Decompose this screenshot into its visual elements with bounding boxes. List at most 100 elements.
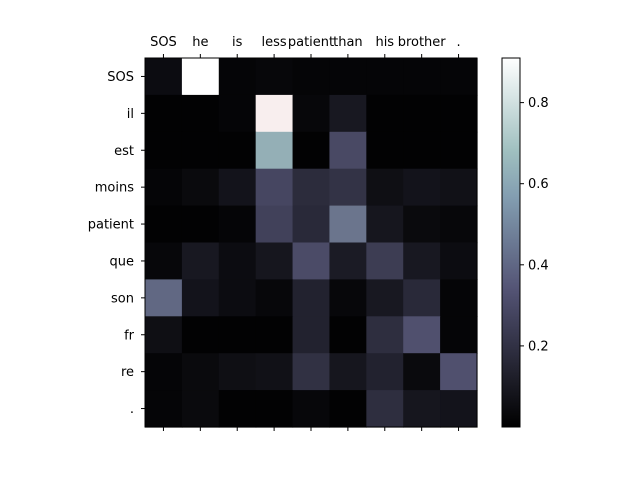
y-axis: SOS il est moins patient que son fr re. xyxy=(88,70,145,417)
heatmap-cell xyxy=(403,316,441,354)
y-tick-label: patient xyxy=(88,218,134,233)
heatmap-cell xyxy=(255,168,294,207)
heatmap-cell xyxy=(292,205,331,244)
heatmap-cell xyxy=(292,168,331,207)
heatmap-cell xyxy=(218,94,257,133)
heatmap-cell xyxy=(218,168,257,207)
heatmap-cell xyxy=(329,242,367,280)
heatmap-cell xyxy=(440,94,478,133)
heatmap-cell xyxy=(145,353,183,391)
heatmap-cell xyxy=(403,353,441,391)
x-tick-label: is xyxy=(232,35,243,50)
heatmap-cell xyxy=(218,390,257,428)
heatmap-cell xyxy=(403,168,441,207)
heatmap-cell xyxy=(292,316,331,354)
heatmap-cell xyxy=(292,58,331,96)
heatmap-cells xyxy=(145,58,478,428)
heatmap-cell xyxy=(292,94,331,133)
heatmap-cell xyxy=(329,131,367,170)
heatmap-cell xyxy=(403,279,441,317)
heatmap-cell xyxy=(255,242,294,280)
heatmap-cell xyxy=(218,58,257,96)
heatmap-cell xyxy=(181,94,220,133)
heatmap-cell xyxy=(366,316,404,354)
x-tick-label: less xyxy=(262,35,287,50)
y-tick-label: . xyxy=(130,402,134,417)
heatmap-cell xyxy=(329,205,367,244)
heatmap-cell xyxy=(292,353,331,391)
x-tick-label: . xyxy=(456,35,460,50)
heatmap-cell xyxy=(255,205,294,244)
heatmap-cell xyxy=(255,390,294,428)
heatmap-cell xyxy=(181,279,220,317)
y-tick-label: son xyxy=(111,291,134,306)
heatmap-cell xyxy=(292,390,331,428)
y-tick-label: est xyxy=(114,144,134,159)
x-tick-label: he xyxy=(192,35,208,50)
heatmap-cell xyxy=(440,205,478,244)
heatmap-cell xyxy=(145,131,183,170)
heatmap-cell xyxy=(145,94,183,133)
heatmap-cell xyxy=(255,94,294,133)
heatmap-cell xyxy=(218,316,257,354)
heatmap-cell xyxy=(440,279,478,317)
heatmap-cell xyxy=(366,390,404,428)
x-tick-label: patient xyxy=(288,35,334,50)
heatmap-cell xyxy=(145,390,183,428)
heatmap-cell xyxy=(366,58,404,96)
heatmap-cell xyxy=(181,131,220,170)
y-tick-label: il xyxy=(127,107,134,122)
heatmap-cell xyxy=(366,353,404,391)
heatmap-cell xyxy=(181,242,220,280)
heatmap-cell xyxy=(329,353,367,391)
y-tick-label: que xyxy=(110,254,135,269)
y-tick-label: SOS xyxy=(107,70,134,85)
heatmap-cell xyxy=(218,205,257,244)
heatmap-cell xyxy=(218,353,257,391)
heatmap-cell xyxy=(255,58,294,96)
heatmap-cell xyxy=(329,94,367,133)
heatmap-cell xyxy=(403,131,441,170)
heatmap-cell xyxy=(329,279,367,317)
colorbar xyxy=(501,57,521,428)
heatmap-cell xyxy=(403,58,441,96)
heatmap-cell xyxy=(292,279,331,317)
heatmap-cell xyxy=(329,168,367,207)
heatmap-cell xyxy=(366,168,404,207)
x-tick-label: brother xyxy=(398,35,447,50)
colorbar-tick-label: 0.8 xyxy=(528,96,549,111)
heatmap-cell xyxy=(218,242,257,280)
heatmap-cell xyxy=(255,131,294,170)
heatmap-cell xyxy=(366,205,404,244)
heatmap-cell xyxy=(181,58,220,96)
heatmap-cell xyxy=(440,168,478,207)
heatmap-cell xyxy=(255,316,294,354)
heatmap-cell xyxy=(329,316,367,354)
heatmap-cell xyxy=(181,353,220,391)
y-tick-label: moins xyxy=(95,181,134,196)
x-tick-label: than xyxy=(333,35,363,50)
heatmap-cell xyxy=(292,131,331,170)
heatmap-cell xyxy=(145,168,183,207)
heatmap-cell xyxy=(403,94,441,133)
heatmap-cell xyxy=(145,316,183,354)
heatmap-cell xyxy=(366,131,404,170)
heatmap-cell xyxy=(145,205,183,244)
heatmap-cell xyxy=(218,279,257,317)
colorbar-ticks: 0.2 0.4 0.6 0.8 xyxy=(520,96,549,354)
heatmap-cell xyxy=(145,242,183,280)
heatmap-cell xyxy=(145,279,183,317)
x-tick-label: SOS xyxy=(150,35,177,50)
heatmap-cell xyxy=(181,168,220,207)
heatmap-cell xyxy=(329,58,367,96)
heatmap-cell xyxy=(403,390,441,428)
y-tick-label: re xyxy=(121,365,134,380)
colorbar-tick-label: 0.4 xyxy=(528,258,549,273)
heatmap-cell xyxy=(403,242,441,280)
x-tick-label: his xyxy=(375,35,394,50)
heatmap-cell xyxy=(218,131,257,170)
heatmap-cell xyxy=(255,279,294,317)
colorbar-tick-label: 0.2 xyxy=(528,339,549,354)
